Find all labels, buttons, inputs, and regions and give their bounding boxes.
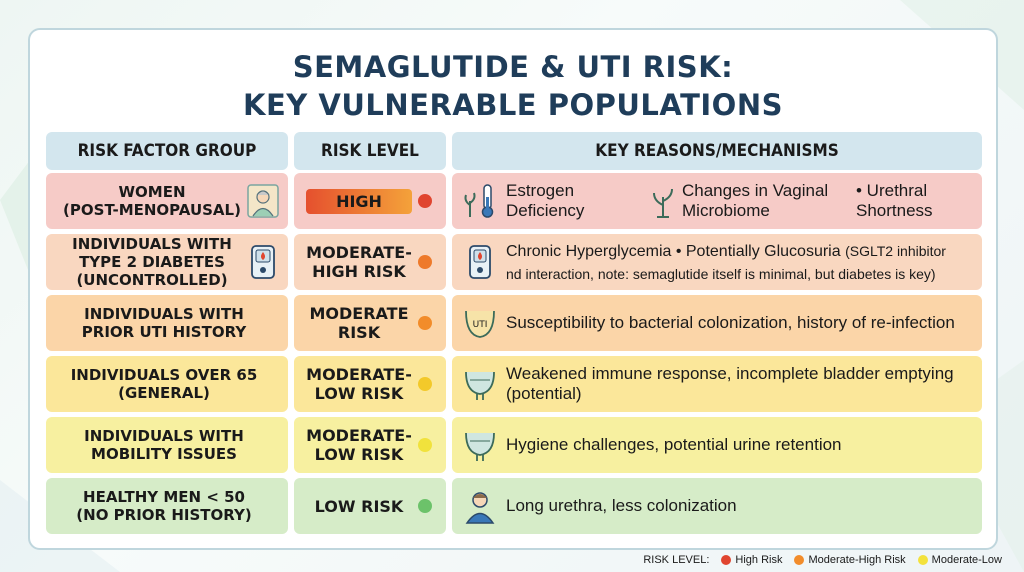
row-2-level: MODERATE- HIGH RISK: [306, 243, 412, 281]
row-1-level-cell: HIGH: [294, 173, 446, 229]
legend-moderate-high: Moderate-High Risk: [808, 554, 906, 566]
legend-high: High Risk: [735, 554, 783, 566]
glucose-meter-icon: [251, 245, 275, 279]
row-4-dot: [418, 377, 432, 391]
row-5-level-cell: MODERATE- LOW RISK: [294, 417, 446, 473]
row-5-reason: Hygiene challenges, potential urine rete…: [506, 435, 842, 454]
row-6-group-cell: HEALTHY MEN < 50 (NO PRIOR HISTORY): [46, 478, 288, 534]
legend-dot-high: [721, 555, 732, 565]
row-3-group: INDIVIDUALS WITH PRIOR UTI HISTORY: [81, 305, 247, 341]
row-2-reason-main: Chronic Hyperglycemia • Potentially Gluc…: [506, 242, 841, 260]
legend-moderate-low: Moderate-Low: [931, 554, 1002, 566]
row-1-reasons-cell: Estrogen Deficiency Changes in Vaginal M…: [452, 173, 982, 229]
row-3-level: MODERATE RISK: [309, 304, 409, 342]
row-2-reason: Chronic Hyperglycemia • Potentially Gluc…: [506, 240, 946, 285]
row-4-group-cell: INDIVIDUALS OVER 65 (GENERAL): [46, 356, 288, 412]
legend-dot-moderate-low: [917, 555, 928, 565]
row-4-level-cell: MODERATE- LOW RISK: [294, 356, 446, 412]
row-2-reason-note: (SGLT2 inhibitor: [845, 242, 946, 259]
row-2-group: INDIVIDUALS WITH TYPE 2 DIABETES (UNCONT…: [72, 235, 232, 289]
glucose-meter-icon: [469, 245, 491, 279]
row-1-level: HIGH: [306, 188, 412, 214]
row-5-level: MODERATE- LOW RISK: [306, 426, 412, 464]
bladder-icon: [465, 432, 495, 461]
infographic-card: SEMAGLUTIDE & UTI RISK: KEY VULNERABLE P…: [28, 28, 998, 550]
row-4-reason: Weakened immune response, incomplete bla…: [506, 364, 954, 403]
row-4-reasons-cell: Weakened immune response, incomplete bla…: [452, 356, 982, 412]
row-2-group-cell: INDIVIDUALS WITH TYPE 2 DIABETES (UNCONT…: [46, 234, 288, 290]
page-title: SEMAGLUTIDE & UTI RISK: KEY VULNERABLE P…: [243, 50, 783, 122]
row-4-level: MODERATE- LOW RISK: [306, 365, 412, 403]
header-risk-level: RISK LEVEL: [294, 132, 446, 170]
row-1-group-cell: WOMEN (POST-MENOPAUSAL): [46, 173, 288, 229]
legend-label: RISK LEVEL:: [643, 554, 710, 566]
row-6-reason: Long urethra, less colonization: [506, 496, 737, 515]
row-5-group-cell: INDIVIDUALS WITH MOBILITY ISSUES: [46, 417, 288, 473]
uti-bladder-icon: UTI: [465, 310, 495, 338]
woman-icon: [247, 184, 279, 218]
row-3-dot: [418, 316, 432, 330]
row-3-reason: Susceptibility to bacterial colonization…: [506, 313, 955, 332]
row-4-group: INDIVIDUALS OVER 65 (GENERAL): [70, 366, 258, 402]
header-risk-factor-group: RISK FACTOR GROUP: [46, 132, 288, 170]
plant-icon: [653, 188, 673, 218]
row-6-level: LOW RISK: [314, 496, 404, 516]
row-3-group-cell: INDIVIDUALS WITH PRIOR UTI HISTORY: [46, 295, 288, 351]
row-6-level-cell: LOW RISK: [294, 478, 446, 534]
row-1-dot: [418, 194, 432, 208]
row-2-dot: [418, 255, 432, 269]
row-1-group: WOMEN (POST-MENOPAUSAL): [63, 183, 241, 219]
row-5-group: INDIVIDUALS WITH MOBILITY ISSUES: [84, 427, 244, 463]
row-3-level-cell: MODERATE RISK: [294, 295, 446, 351]
row-1-reason-urethral: • Urethral Shortness: [856, 181, 933, 220]
row-2-reason-line2: nd interaction, note: semaglutide itself…: [506, 265, 936, 282]
row-5-dot: [418, 438, 432, 452]
row-6-reasons-cell: Long urethra, less colonization: [452, 478, 982, 534]
row-1-reason-microbiome: Changes in Vaginal Microbiome: [682, 181, 829, 220]
svg-text:UTI: UTI: [473, 320, 488, 330]
row-3-reasons-cell: UTI Susceptibility to bacterial coloniza…: [452, 295, 982, 351]
thermometer-plant-icon: [464, 184, 494, 218]
row-2-reasons-cell: Chronic Hyperglycemia • Potentially Gluc…: [452, 234, 982, 290]
legend-dot-moderate-high: [794, 555, 805, 565]
risk-level-legend: RISK LEVEL: High Risk Moderate-High Risk…: [643, 554, 1002, 566]
row-2-level-cell: MODERATE- HIGH RISK: [294, 234, 446, 290]
row-6-group: HEALTHY MEN < 50 (NO PRIOR HISTORY): [76, 488, 252, 524]
row-6-dot: [418, 499, 432, 513]
row-1-reason-estrogen: Estrogen Deficiency: [506, 181, 585, 220]
bladder-icon: [465, 371, 495, 400]
man-icon: [465, 492, 495, 524]
header-key-reasons: KEY REASONS/MECHANISMS: [452, 132, 982, 170]
row-5-reasons-cell: Hygiene challenges, potential urine rete…: [452, 417, 982, 473]
